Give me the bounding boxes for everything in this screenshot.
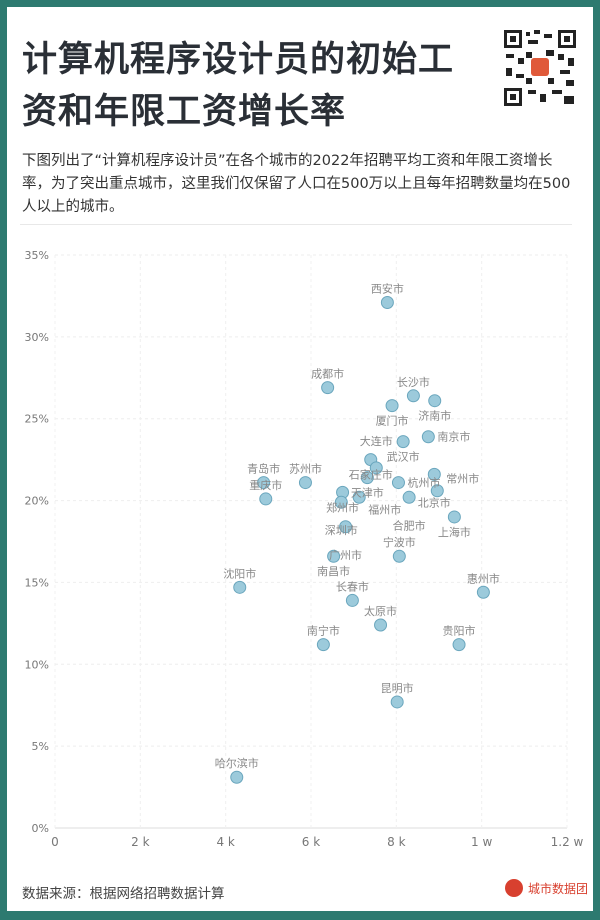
y-tick-label: 0% [32,822,49,835]
point-label: 杭州市 [407,476,440,490]
y-tick-label: 35% [25,249,49,262]
point-label: 长沙市 [397,375,430,389]
data-point [327,549,341,563]
data-point [391,476,405,490]
infographic-card [7,7,593,911]
data-point [428,394,442,408]
point-label: 合肥市 [393,518,426,532]
data-point [385,399,399,413]
point-label: 贵阳市 [443,624,476,638]
data-point [334,495,348,509]
point-label: 重庆市 [249,478,282,492]
point-label: 宁波市 [383,535,416,549]
point-label: 石家庄市 [349,468,393,482]
point-label: 惠州市 [467,571,500,585]
point-label: 上海市 [438,525,471,539]
data-point [476,585,490,599]
x-tick-label: 1 w [471,835,492,849]
point-label: 哈尔滨市 [215,756,259,770]
point-label: 厦门市 [376,414,409,428]
y-tick-label: 30% [25,331,49,344]
qr-code-icon [502,28,578,108]
point-label: 大连市 [360,434,393,448]
page-title: 计算机程序设计员的初始工资和年限工资增长率 [22,40,455,132]
brand-mascot-icon [504,879,523,897]
data-point [396,435,410,449]
y-tick-label: 5% [32,740,49,753]
point-label: 苏州市 [289,462,322,476]
data-point [452,638,466,652]
data-point [316,638,330,652]
point-label: 南昌市 [317,564,350,578]
x-tick-label: 2 k [131,835,149,849]
data-point [345,593,359,607]
x-tick-label: 6 k [302,835,320,849]
x-tick-label: 0 [51,835,59,849]
divider [20,224,572,225]
point-label: 青岛市 [247,462,280,476]
data-point [402,490,416,504]
point-label: 太原市 [364,604,397,618]
point-label: 郑州市 [326,500,359,514]
point-label: 长春市 [336,579,369,593]
point-label: 济南市 [418,409,451,423]
data-point [360,471,374,485]
point-label: 福州市 [368,502,401,516]
data-point [233,580,247,594]
y-tick-label: 15% [25,576,49,589]
data-point [374,618,388,632]
data-point [352,490,366,504]
brand-logo: 城市数据团 [504,879,588,897]
x-tick-label: 8 k [387,835,405,849]
y-tick-label: 20% [25,495,49,508]
data-point [230,770,244,784]
point-label: 沈阳市 [223,566,256,580]
description: 下图列出了“计算机程序设计员”在各个城市的2022年招聘平均工资和年限工资增长率… [22,153,571,215]
data-point [257,476,271,490]
y-tick-label: 25% [25,413,49,426]
point-label: 南京市 [437,430,470,444]
data-point [427,467,441,481]
point-label: 深圳市 [325,523,358,537]
data-point [447,510,461,524]
data-point [380,295,394,309]
point-label: 北京市 [418,495,451,509]
data-source: 数据来源：根据网络招聘数据计算 [22,886,225,902]
point-label: 天津市 [351,486,384,500]
data-point [430,484,444,498]
point-label: 广州市 [329,548,362,562]
brand-name: 城市数据团 [527,881,588,896]
x-tick-label: 4 k [216,835,234,849]
data-point [321,381,335,395]
data-point [390,695,404,709]
data-point [369,461,383,475]
y-tick-label: 10% [25,658,49,671]
point-label: 武汉市 [387,450,420,464]
data-point [259,492,273,506]
data-point [406,389,420,403]
data-point [421,430,435,444]
data-point [392,549,406,563]
x-tick-label: 1.2 w [551,835,584,849]
data-point [339,520,353,534]
point-label: 成都市 [311,367,344,381]
point-label: 西安市 [371,281,404,295]
point-label: 南宁市 [307,624,340,638]
point-label: 常州市 [446,472,479,486]
data-point [298,476,312,490]
point-label: 昆明市 [381,681,414,695]
